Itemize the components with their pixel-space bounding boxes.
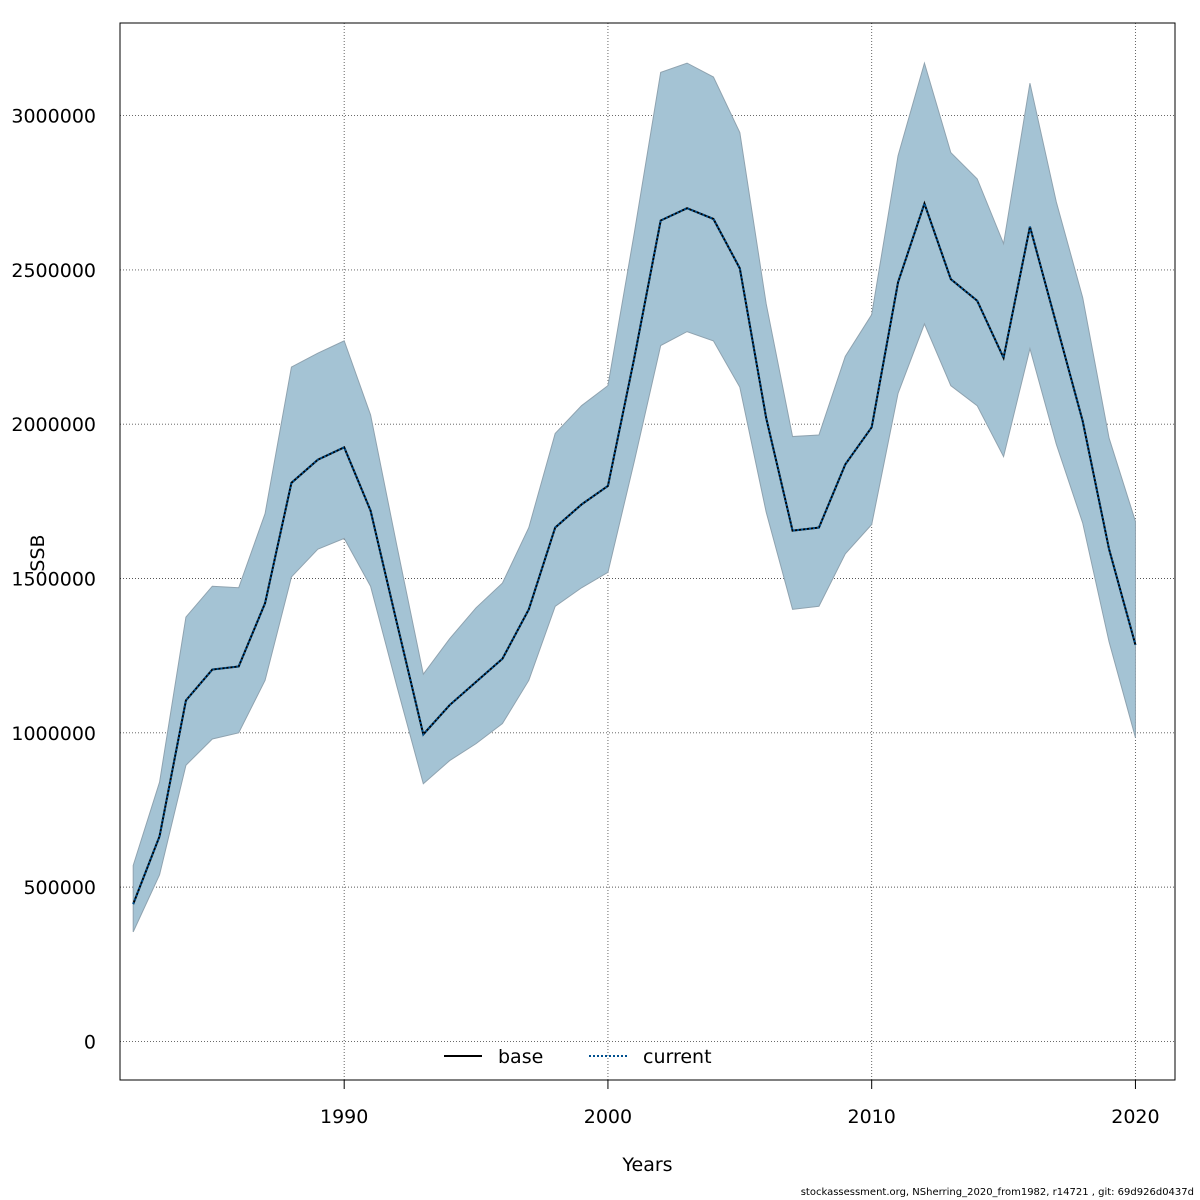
x-tick-label-1: 2000	[584, 1106, 632, 1128]
y-tick-label-3: 1500000	[11, 569, 96, 591]
x-tick-label-2: 2010	[848, 1106, 896, 1128]
x-tick-label-0: 1990	[320, 1106, 368, 1128]
legend-label-base: base	[498, 1046, 543, 1068]
legend-label-current: current	[643, 1046, 712, 1068]
x-axis: 1990 2000 2010 2020	[320, 1080, 1160, 1128]
x-tick-label-3: 2020	[1111, 1106, 1159, 1128]
y-tick-label-1: 500000	[23, 877, 96, 899]
y-tick-label-6: 3000000	[11, 106, 96, 128]
y-tick-label-0: 0	[84, 1031, 96, 1053]
legend: base current	[444, 1046, 712, 1068]
footer-credit: stockassessment.org, NSherring_2020_from…	[800, 1187, 1194, 1198]
y-tick-label-5: 2500000	[11, 260, 96, 282]
y-tick-label-4: 2000000	[11, 414, 96, 436]
y-axis: 0 500000 1000000 1500000 2000000 2500000 30000…	[11, 106, 96, 1054]
plot-frame	[119, 22, 1176, 1081]
series-line-current	[132, 200, 1137, 905]
x-axis-label: Years	[621, 1154, 672, 1176]
y-axis-label: SSB	[27, 534, 49, 571]
y-tick-label-2: 1000000	[11, 723, 96, 745]
confidence-band	[132, 61, 1136, 933]
